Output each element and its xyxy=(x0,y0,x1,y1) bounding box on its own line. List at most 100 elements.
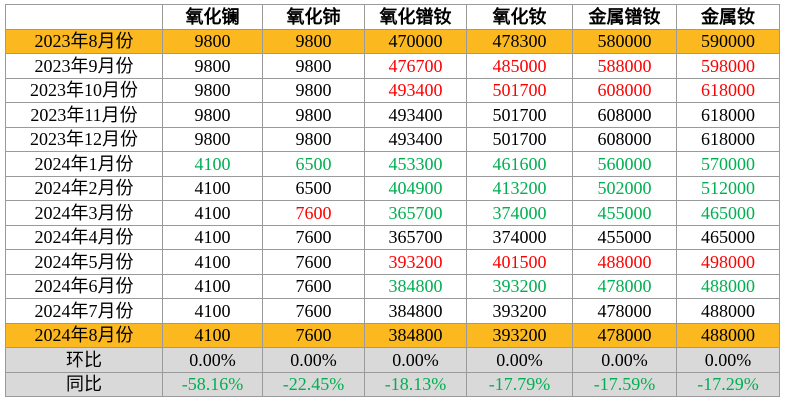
value-cell: 4100 xyxy=(162,249,263,275)
value-cell: 0.00% xyxy=(364,347,467,373)
price-table: 氧化镧 氧化铈 氧化镨钕 氧化钕 金属镨钕 金属钕 2023年8月份 9800 9800 4700… xyxy=(5,4,780,397)
value-cell: 0.00% xyxy=(466,347,573,373)
value-cell: 365700 xyxy=(364,224,467,250)
value-cell: 0.00% xyxy=(676,347,780,373)
data-row: 2023年11月份 9800 9800 493400 501700 608000 61800… xyxy=(5,102,780,128)
value-cell: -17.29% xyxy=(676,371,780,397)
value-cell: 455000 xyxy=(572,200,677,226)
value-cell: 498000 xyxy=(676,249,780,275)
value-cell: -17.79% xyxy=(466,371,573,397)
value-cell: 501700 xyxy=(466,102,573,128)
value-cell: 488000 xyxy=(676,298,780,324)
data-row: 2023年12月份 9800 9800 493400 501700 608000 61800… xyxy=(5,126,780,152)
value-cell: 608000 xyxy=(572,77,677,103)
value-cell: 374000 xyxy=(466,224,573,250)
value-cell: 393200 xyxy=(466,322,573,348)
row-label: 2023年12月份 xyxy=(5,126,163,152)
value-cell: 365700 xyxy=(364,200,467,226)
value-cell: 608000 xyxy=(572,102,677,128)
value-cell: 478000 xyxy=(572,298,677,324)
value-cell: 393200 xyxy=(466,273,573,299)
row-label: 2023年11月份 xyxy=(5,102,163,128)
value-cell: 9800 xyxy=(162,28,263,54)
value-cell: 4100 xyxy=(162,175,263,201)
data-row: 2024年6月份 4100 7600 384800 393200 478000 488000 xyxy=(5,273,780,299)
value-cell: 4100 xyxy=(162,273,263,299)
value-cell: 384800 xyxy=(364,322,467,348)
row-label: 2023年9月份 xyxy=(5,53,163,79)
value-cell: -17.59% xyxy=(572,371,677,397)
data-row: 2023年9月份 9800 9800 476700 485000 588000 598000 xyxy=(5,53,780,79)
row-label: 2024年6月份 xyxy=(5,273,163,299)
value-cell: 453300 xyxy=(364,151,467,177)
data-row: 环比 0.00% 0.00% 0.00% 0.00% 0.00% 0.00% xyxy=(5,347,780,373)
value-cell: 393200 xyxy=(466,298,573,324)
value-cell: 493400 xyxy=(364,126,467,152)
value-cell: 404900 xyxy=(364,175,467,201)
row-label: 2024年8月份 xyxy=(5,322,163,348)
value-cell: 455000 xyxy=(572,224,677,250)
row-label: 2024年5月份 xyxy=(5,249,163,275)
value-cell: 0.00% xyxy=(572,347,677,373)
value-cell: 488000 xyxy=(676,273,780,299)
value-cell: 9800 xyxy=(262,102,365,128)
value-cell: 493400 xyxy=(364,102,467,128)
value-cell: 9800 xyxy=(162,53,263,79)
row-label: 2024年7月份 xyxy=(5,298,163,324)
value-cell: 590000 xyxy=(676,28,780,54)
header-cell: 金属镨钕 xyxy=(572,4,677,30)
header-cell: 氧化镧 xyxy=(162,4,263,30)
header-cell: 金属钕 xyxy=(676,4,780,30)
value-cell: 502000 xyxy=(572,175,677,201)
data-row: 2024年7月份 4100 7600 384800 393200 478000 488000 xyxy=(5,298,780,324)
value-cell: 478300 xyxy=(466,28,573,54)
data-row: 2024年2月份 4100 6500 404900 413200 502000 512000 xyxy=(5,175,780,201)
value-cell: 7600 xyxy=(262,322,365,348)
row-label: 2023年10月份 xyxy=(5,77,163,103)
value-cell: 0.00% xyxy=(262,347,365,373)
corner-cell xyxy=(5,4,163,30)
row-label: 同比 xyxy=(5,371,163,397)
row-label: 2024年2月份 xyxy=(5,175,163,201)
row-label: 2024年4月份 xyxy=(5,224,163,250)
value-cell: 6500 xyxy=(262,175,365,201)
value-cell: 485000 xyxy=(466,53,573,79)
data-row: 同比 -58.16% -22.45% -18.13% -17.79% -17.59% -17… xyxy=(5,371,780,397)
value-cell: 9800 xyxy=(162,102,263,128)
value-cell: -58.16% xyxy=(162,371,263,397)
value-cell: 493400 xyxy=(364,77,467,103)
value-cell: 478000 xyxy=(572,273,677,299)
header-cell: 氧化铈 xyxy=(262,4,365,30)
value-cell: 7600 xyxy=(262,249,365,275)
value-cell: 384800 xyxy=(364,298,467,324)
value-cell: 570000 xyxy=(676,151,780,177)
value-cell: 618000 xyxy=(676,102,780,128)
value-cell: 7600 xyxy=(262,224,365,250)
value-cell: 488000 xyxy=(572,249,677,275)
value-cell: 393200 xyxy=(364,249,467,275)
value-cell: 618000 xyxy=(676,77,780,103)
value-cell: 501700 xyxy=(466,77,573,103)
value-cell: 608000 xyxy=(572,126,677,152)
value-cell: 7600 xyxy=(262,200,365,226)
row-label: 环比 xyxy=(5,347,163,373)
value-cell: 7600 xyxy=(262,298,365,324)
value-cell: 4100 xyxy=(162,322,263,348)
data-row: 2023年8月份 9800 9800 470000 478300 580000 590000 xyxy=(5,28,780,54)
value-cell: 4100 xyxy=(162,151,263,177)
value-cell: 413200 xyxy=(466,175,573,201)
value-cell: 6500 xyxy=(262,151,365,177)
value-cell: 9800 xyxy=(162,77,263,103)
value-cell: -22.45% xyxy=(262,371,365,397)
data-row: 2024年4月份 4100 7600 365700 374000 455000 465000 xyxy=(5,224,780,250)
value-cell: 580000 xyxy=(572,28,677,54)
value-cell: 461600 xyxy=(466,151,573,177)
value-cell: 512000 xyxy=(676,175,780,201)
value-cell: 4100 xyxy=(162,200,263,226)
value-cell: 9800 xyxy=(262,28,365,54)
value-cell: 478000 xyxy=(572,322,677,348)
header-row: 氧化镧 氧化铈 氧化镨钕 氧化钕 金属镨钕 金属钕 xyxy=(5,4,780,30)
value-cell: 9800 xyxy=(262,77,365,103)
value-cell: 465000 xyxy=(676,200,780,226)
